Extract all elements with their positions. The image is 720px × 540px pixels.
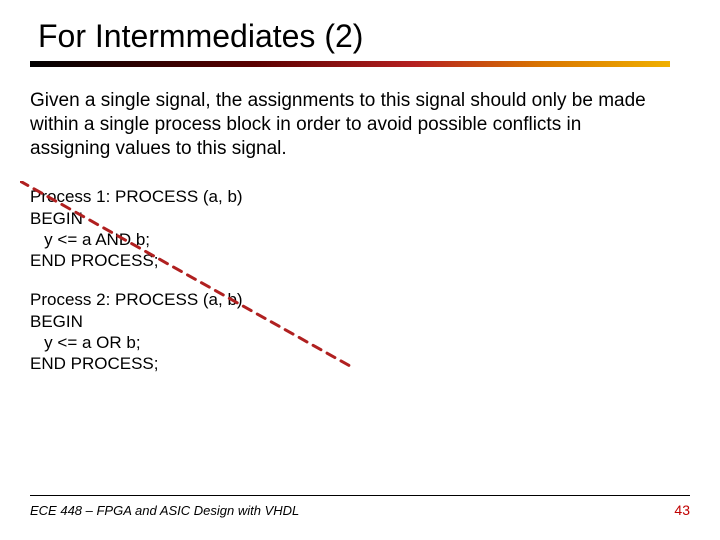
body-paragraph: Given a single signal, the assignments t… xyxy=(30,89,690,160)
footer-divider xyxy=(30,495,690,496)
slide-title: For Intermmediates (2) xyxy=(38,18,690,55)
process-2-code: Process 2: PROCESS (a, b) BEGIN y <= a O… xyxy=(30,289,690,374)
process-1-code: Process 1: PROCESS (a, b) BEGIN y <= a A… xyxy=(30,186,690,271)
page-number: 43 xyxy=(674,502,690,518)
code-area: Process 1: PROCESS (a, b) BEGIN y <= a A… xyxy=(30,186,690,374)
title-gradient-bar xyxy=(30,61,670,67)
footer-course-text: ECE 448 – FPGA and ASIC Design with VHDL xyxy=(30,503,299,518)
slide-footer: ECE 448 – FPGA and ASIC Design with VHDL… xyxy=(30,495,690,518)
